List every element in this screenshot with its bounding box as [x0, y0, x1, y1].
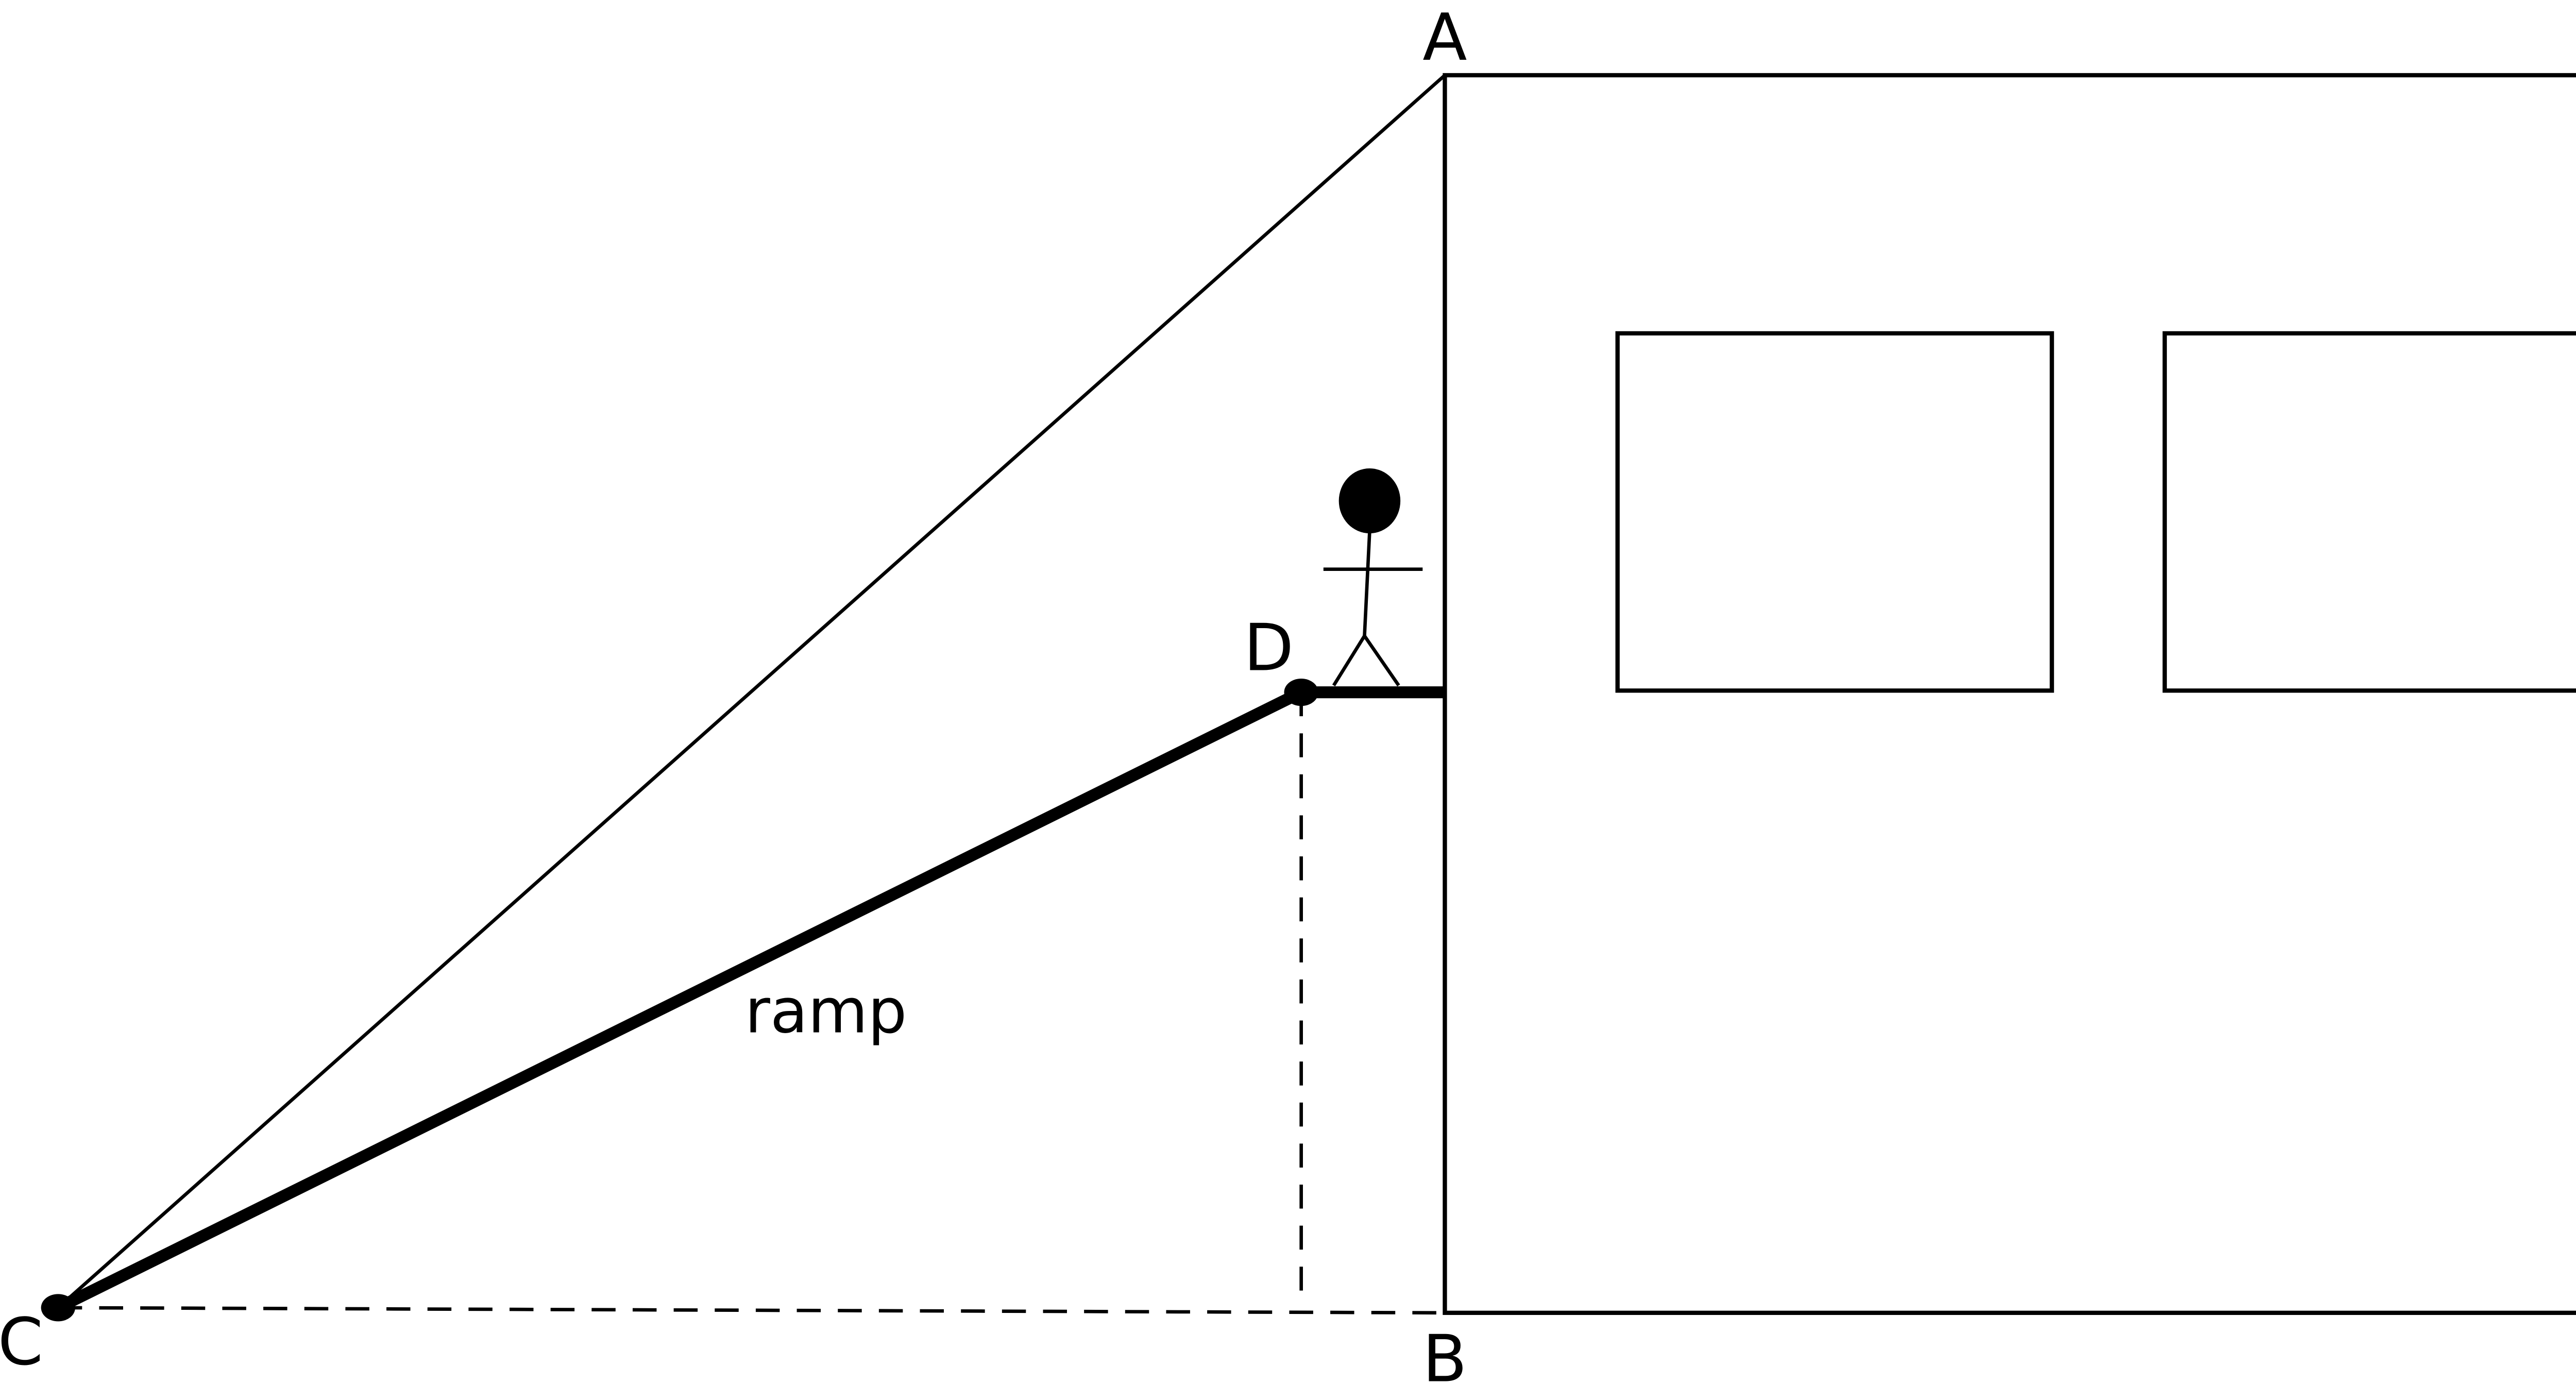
label-b: B: [1422, 1321, 1467, 1397]
building-window-right: [2162, 331, 2576, 693]
line-c-to-a: [57, 74, 1446, 1309]
label-ramp: ramp: [745, 976, 907, 1048]
ramp-line: [55, 687, 1304, 1313]
building-outline: [1443, 73, 2576, 1315]
stick-figure-head: [1338, 468, 1401, 534]
stick-figure: [1323, 468, 1423, 687]
point-d: [1284, 679, 1318, 706]
label-c: C: [0, 1304, 43, 1379]
dashed-line-c-to-b: [58, 1306, 1445, 1315]
label-a: A: [1422, 0, 1467, 75]
point-c: [41, 1294, 76, 1322]
label-d: D: [1244, 610, 1294, 685]
stick-figure-body: [1363, 531, 1371, 636]
building-window-left: [1615, 331, 2054, 693]
stick-figure-legs: [1332, 633, 1400, 687]
